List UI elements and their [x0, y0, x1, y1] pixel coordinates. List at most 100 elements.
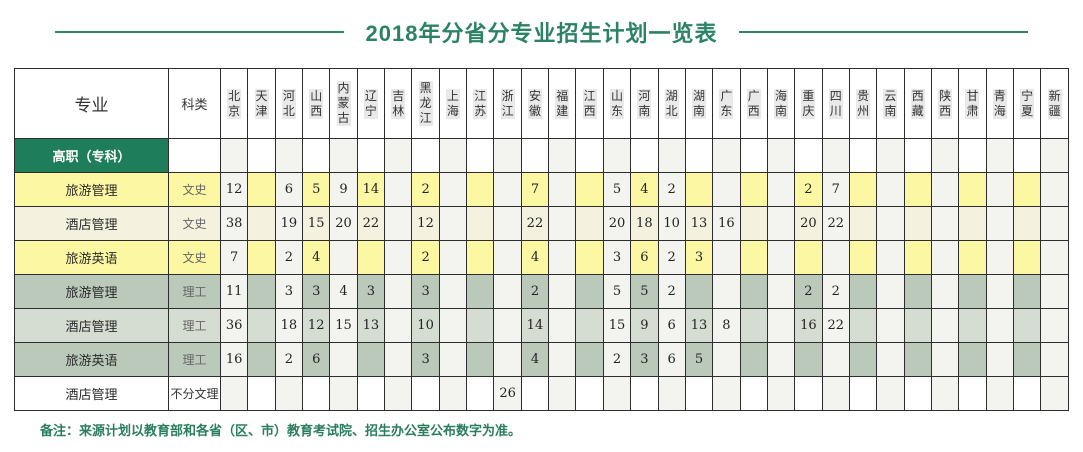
province-header-cell: 辽宁	[356, 68, 386, 139]
value-cell	[493, 172, 522, 207]
value-cell	[930, 376, 960, 411]
value-cell: 10	[411, 308, 440, 343]
value-cell: 4	[520, 240, 550, 275]
value-cell	[903, 376, 932, 411]
value-cell	[985, 308, 1014, 343]
value-cell	[958, 172, 987, 207]
province-header-cell: 广西	[739, 68, 768, 139]
value-cell	[575, 138, 604, 173]
category-cell: 理工	[168, 342, 221, 377]
value-cell	[548, 376, 577, 411]
value-cell	[438, 376, 468, 411]
value-cell: 13	[684, 308, 714, 343]
value-cell	[657, 376, 686, 411]
table-body: 高职（专科） 旅游管理 文史 12 6 5 9 14 2 7 5 4 2 2 7 酒店管理 文史 38 19 15 20…	[14, 138, 1069, 411]
value-cell: 2	[657, 274, 686, 309]
value-cell	[1012, 342, 1042, 377]
province-header-cell: 海南	[766, 68, 796, 139]
value-cell	[958, 206, 987, 241]
major-cell: 酒店管理	[14, 206, 169, 241]
value-cell	[329, 376, 358, 411]
value-cell	[1012, 376, 1042, 411]
value-cell	[493, 308, 522, 343]
value-cell	[739, 240, 768, 275]
province-header-cell: 四川	[821, 68, 850, 139]
section-label: 高职（专科）	[14, 138, 169, 173]
major-cell: 酒店管理	[14, 376, 169, 411]
value-cell	[247, 138, 276, 173]
value-cell	[602, 138, 632, 173]
value-cell: 7	[821, 172, 850, 207]
category-cell: 不分文理	[168, 376, 221, 411]
value-cell	[848, 274, 878, 309]
value-cell	[876, 138, 905, 173]
value-cell	[930, 342, 960, 377]
value-cell: 2	[657, 240, 686, 275]
value-cell: 14	[356, 172, 386, 207]
category-cell: 文史	[168, 172, 221, 207]
value-cell	[1012, 274, 1042, 309]
province-header-cell: 甘肃	[958, 68, 987, 139]
value-cell	[384, 376, 413, 411]
value-cell	[247, 308, 276, 343]
value-cell	[1040, 206, 1069, 241]
value-cell	[766, 172, 796, 207]
province-header-cell: 江苏	[466, 68, 495, 139]
value-cell	[575, 206, 604, 241]
value-cell: 4	[520, 342, 550, 377]
value-cell: 26	[493, 376, 522, 411]
value-cell	[384, 240, 413, 275]
value-cell: 2	[411, 172, 440, 207]
province-header-cell: 湖北	[657, 68, 686, 139]
value-cell: 2	[602, 342, 632, 377]
value-cell: 14	[520, 308, 550, 343]
value-cell	[575, 274, 604, 309]
page-title: 2018年分省分专业招生计划一览表	[365, 21, 718, 46]
value-cell: 12	[302, 308, 331, 343]
value-cell: 7	[520, 172, 550, 207]
value-cell	[958, 342, 987, 377]
value-cell	[548, 274, 577, 309]
value-cell	[247, 172, 276, 207]
value-cell	[466, 240, 495, 275]
value-cell	[766, 240, 796, 275]
value-cell	[739, 206, 768, 241]
value-cell	[329, 342, 358, 377]
value-cell	[766, 308, 796, 343]
value-cell	[684, 138, 714, 173]
value-cell	[493, 342, 522, 377]
value-cell: 6	[302, 342, 331, 377]
value-cell: 12	[411, 206, 440, 241]
category-cell: 理工	[168, 274, 221, 309]
value-cell	[1012, 206, 1042, 241]
value-cell	[903, 240, 932, 275]
province-header-cell: 青海	[985, 68, 1014, 139]
value-cell	[684, 376, 714, 411]
major-cell: 旅游英语	[14, 342, 169, 377]
category-cell: 文史	[168, 240, 221, 275]
value-cell: 4	[302, 240, 331, 275]
value-cell	[766, 342, 796, 377]
value-cell: 6	[657, 308, 686, 343]
value-cell	[903, 308, 932, 343]
value-cell: 22	[821, 206, 850, 241]
province-header-cell: 浙江	[493, 68, 522, 139]
value-cell	[520, 138, 550, 173]
value-cell	[384, 274, 413, 309]
header-row: 专业 科类 北京天津河北山西内蒙古辽宁吉林黑龙江上海江苏浙江安徽福建江西山东河南…	[14, 68, 1069, 139]
province-header-cell: 湖南	[684, 68, 714, 139]
value-cell	[356, 376, 386, 411]
value-cell	[602, 376, 632, 411]
value-cell	[575, 172, 604, 207]
value-cell: 20	[602, 206, 632, 241]
value-cell	[903, 206, 932, 241]
province-header-cell: 广东	[712, 68, 741, 139]
value-cell	[985, 376, 1014, 411]
major-cell: 旅游管理	[14, 172, 169, 207]
category-cell: 文史	[168, 206, 221, 241]
province-header-cell: 山西	[302, 68, 331, 139]
value-cell	[794, 376, 823, 411]
value-cell	[712, 342, 741, 377]
page: 2018年分省分专业招生计划一览表 专业 科类 北京天津河北山西内蒙古辽宁吉林黑…	[14, 21, 1069, 438]
value-cell: 19	[274, 206, 304, 241]
